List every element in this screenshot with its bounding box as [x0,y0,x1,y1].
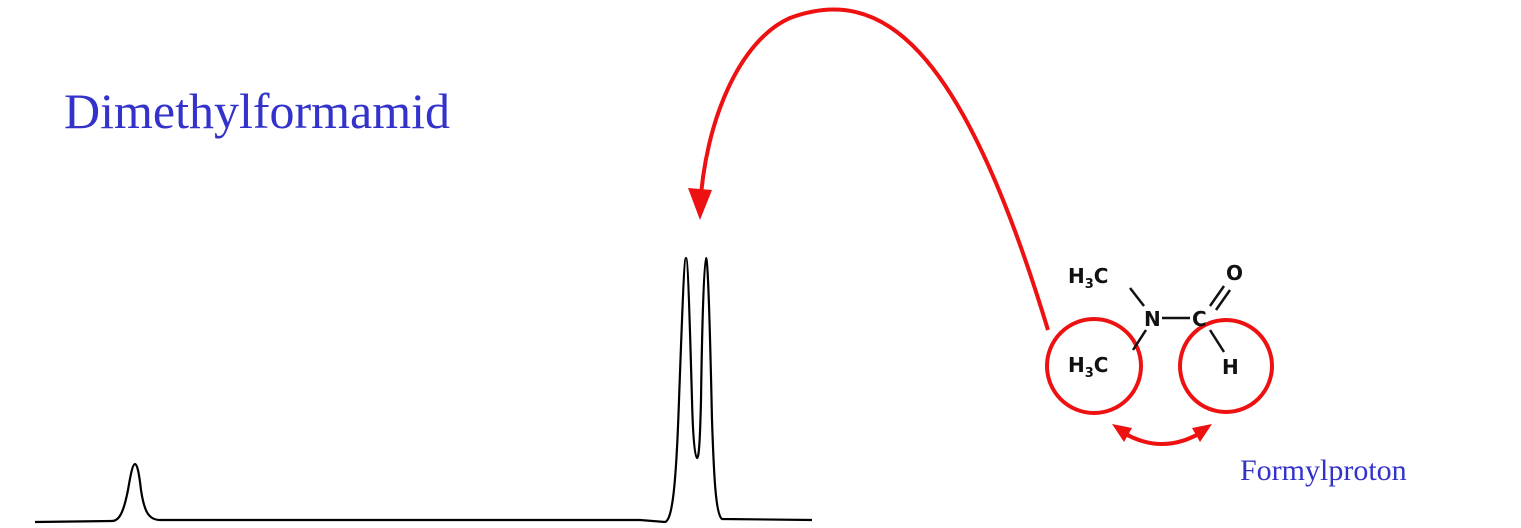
exchange-arrow-icon [1120,430,1204,446]
carbonyl-carbon-atom: C [1192,307,1207,331]
molecule-bonds [1129,285,1232,353]
methyl-bottom-label: H3C [1068,353,1108,381]
arrowhead-icon [688,188,712,220]
page-title: Dimethylformamid [64,83,451,139]
exchange-arrowhead-right-icon [1192,424,1212,442]
formyl-highlight-circle [1178,318,1274,414]
curved-arrow-icon [698,7,1050,331]
formyl-hydrogen-atom: H [1222,355,1239,379]
formylproton-label: Formylproton [1240,454,1407,487]
nitrogen-atom: N [1144,307,1161,331]
exchange-arrowhead-left-icon [1112,424,1132,442]
methyl-top-label: H3C [1068,264,1108,292]
nmr-spectrum-trace [34,256,813,524]
oxygen-atom: O [1226,261,1243,285]
methyl-highlight-circle [1045,317,1143,415]
